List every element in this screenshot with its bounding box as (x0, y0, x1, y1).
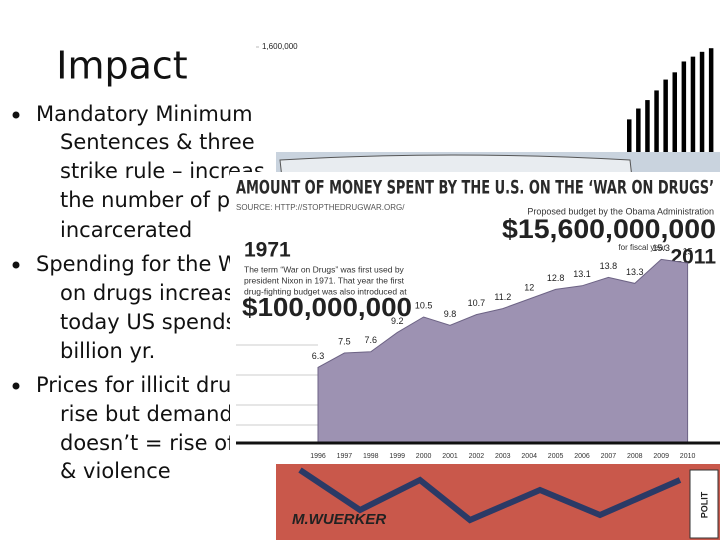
bullet-text: Sentences & three (60, 130, 255, 154)
value-label: 13.1 (573, 269, 591, 279)
cartoon-badge-box (689, 469, 719, 539)
bullet-text: & violence (60, 459, 171, 483)
proposed-note: Proposed budget by the Obama Administrat… (527, 206, 714, 216)
bar (708, 48, 714, 240)
x-tick-label: 2008 (627, 453, 643, 460)
area (317, 258, 689, 444)
bar (681, 61, 687, 240)
value-label: 10.7 (468, 298, 486, 308)
x-tick-label: 1997 (337, 453, 353, 460)
x-tick-label: 2009 (653, 453, 669, 460)
bullet-dot (12, 261, 20, 269)
bar (690, 56, 696, 241)
fiscal-note: for fiscal year (618, 243, 666, 252)
x-tick-label: 2001 (442, 453, 458, 460)
value-label: 12 (524, 282, 534, 292)
bullet-text: Prices for illicit drug (36, 373, 245, 397)
note-1971: president Nixon in 1971. That year the f… (244, 275, 405, 285)
value-label: 15 (683, 246, 693, 256)
bullet-text: rise but demand (60, 402, 233, 426)
bullet-text: on drugs increases (60, 281, 259, 305)
cartoon-text: M.WUERKER POLIT (292, 491, 709, 528)
bar (699, 51, 705, 241)
infographic: AMOUNT OF MONEY SPENT BY THE U.S. ON THE… (236, 177, 720, 460)
value-label: 9.2 (391, 316, 404, 326)
value-label: 7.6 (365, 335, 378, 345)
x-tick-label: 2006 (574, 453, 590, 460)
amount-2011: $15,600,000,000 (502, 214, 716, 244)
x-tick-label: 2003 (495, 453, 511, 460)
x-tick-label: 2005 (548, 453, 564, 460)
x-tick-label: 1998 (363, 453, 379, 460)
bullet-dot (12, 111, 20, 119)
value-label: 6.3 (312, 351, 325, 361)
value-label: 15.3 (652, 243, 670, 253)
x-tick-label: 2007 (601, 453, 617, 460)
bullet-text: Mandatory Minimum (36, 102, 253, 126)
amount-1971: $100,000,000 (242, 292, 412, 322)
note-1971: The term “War on Drugs” was first used b… (244, 264, 405, 274)
note-1971: drug-fighting budget was also introduced… (244, 286, 407, 296)
cartoon-badge: POLIT (699, 491, 709, 518)
value-label: 9.8 (444, 309, 457, 319)
value-label: 13.3 (626, 267, 644, 277)
bullet-text: billion yr. (60, 339, 155, 363)
infographic-title: AMOUNT OF MONEY SPENT BY THE U.S. ON THE… (236, 177, 714, 199)
value-label: 11.2 (494, 292, 511, 302)
bullet-dot (12, 382, 20, 390)
bullet-text: incarcerated (60, 218, 192, 242)
x-tick-label: 1999 (389, 453, 405, 460)
slide-title: Impact (56, 44, 187, 88)
value-label: 10.5 (415, 300, 433, 310)
bullet-text: Spending for the W (36, 252, 239, 276)
x-tick-label: 2000 (416, 453, 432, 460)
x-tick-label: 2010 (680, 453, 696, 460)
cartoon-figures (298, 467, 682, 524)
infographic-source: SOURCE: HTTP://STOPTHEDRUGWAR.ORG/ (236, 203, 405, 212)
x-tick-label: 2004 (521, 453, 537, 460)
value-label: 13.8 (600, 261, 618, 271)
cartoon-signature: M.WUERKER (292, 511, 386, 528)
value-label: 7.5 (338, 336, 351, 346)
x-tick-label: 2002 (469, 453, 485, 460)
value-label: 12.8 (547, 273, 565, 283)
y-tick-label: 1,600,000 (262, 42, 298, 51)
year-1971: 1971 (244, 239, 291, 262)
x-tick-label: 1996 (310, 453, 326, 460)
